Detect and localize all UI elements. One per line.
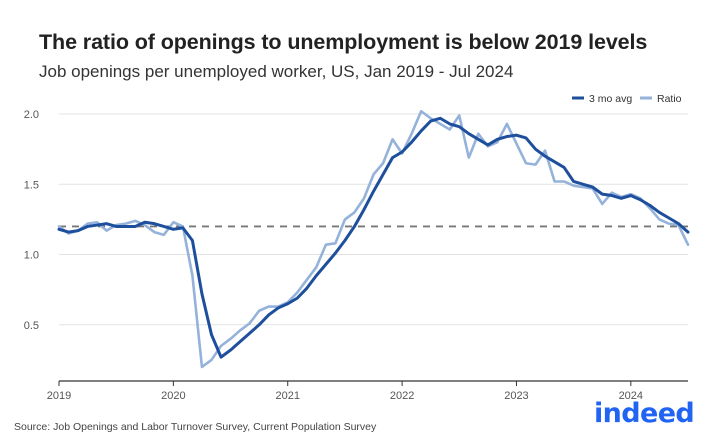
chart-subtitle: Job openings per unemployed worker, US, … [39, 62, 514, 81]
gridlines [59, 113, 688, 382]
x-tick-label: 2020 [161, 390, 185, 402]
series-3mo-avg-line [57, 116, 690, 359]
source-note: Source: Job Openings and Labor Turnover … [14, 421, 377, 433]
y-tick-label: 1.0 [24, 250, 39, 262]
chart-title: The ratio of openings to unemployment is… [39, 30, 648, 54]
legend: 3 mo avg Ratio [572, 93, 682, 105]
x-axis-ticks: 2019 2020 2021 2022 2023 2024 [47, 381, 643, 402]
x-tick-label: 2019 [47, 390, 71, 402]
legend-item-ratio: Ratio [640, 93, 682, 105]
legend-item-3mo-avg: 3 mo avg [572, 93, 632, 105]
x-tick-label: 2024 [619, 390, 643, 402]
x-tick-label: 2022 [390, 390, 414, 402]
x-tick-label: 2023 [504, 390, 528, 402]
logo-text: indeed [594, 398, 695, 429]
series-ratio-line [57, 109, 690, 369]
y-tick-label: 2.0 [24, 109, 39, 121]
y-tick-label: 1.5 [24, 179, 39, 191]
y-tick-label: 0.5 [24, 320, 39, 332]
legend-label: Ratio [657, 93, 682, 105]
y-axis-ticks: 0.5 1.0 1.5 2.0 [24, 109, 39, 332]
legend-label: 3 mo avg [589, 93, 632, 105]
series-group [57, 109, 690, 369]
x-tick-label: 2021 [275, 390, 299, 402]
indeed-logo: indeed [594, 398, 695, 429]
